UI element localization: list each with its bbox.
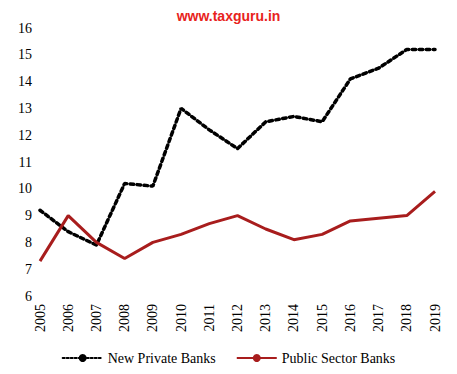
svg-text:2016: 2016 bbox=[343, 304, 358, 332]
svg-text:www.taxguru.in: www.taxguru.in bbox=[176, 8, 281, 24]
svg-text:2005: 2005 bbox=[33, 304, 48, 332]
svg-text:2019: 2019 bbox=[428, 304, 443, 332]
svg-text:8: 8 bbox=[25, 235, 32, 250]
svg-text:14: 14 bbox=[18, 74, 32, 89]
svg-text:2015: 2015 bbox=[315, 304, 330, 332]
svg-text:2014: 2014 bbox=[286, 304, 301, 332]
svg-text:2009: 2009 bbox=[145, 304, 160, 332]
svg-text:15: 15 bbox=[18, 47, 32, 62]
svg-text:2010: 2010 bbox=[174, 304, 189, 332]
svg-text:New Private Banks: New Private Banks bbox=[108, 351, 216, 366]
svg-text:10: 10 bbox=[18, 181, 32, 196]
svg-text:Public Sector Banks: Public Sector Banks bbox=[282, 351, 396, 366]
svg-text:2011: 2011 bbox=[202, 304, 217, 331]
svg-text:7: 7 bbox=[25, 262, 32, 277]
svg-text:13: 13 bbox=[18, 101, 32, 116]
svg-text:12: 12 bbox=[18, 128, 32, 143]
svg-text:2018: 2018 bbox=[399, 304, 414, 332]
svg-text:9: 9 bbox=[25, 208, 32, 223]
svg-text:2017: 2017 bbox=[371, 304, 386, 332]
svg-text:2006: 2006 bbox=[61, 304, 76, 332]
svg-text:2012: 2012 bbox=[230, 304, 245, 332]
svg-text:2007: 2007 bbox=[89, 304, 104, 332]
svg-text:2008: 2008 bbox=[117, 304, 132, 332]
svg-text:2013: 2013 bbox=[258, 304, 273, 332]
svg-text:16: 16 bbox=[18, 21, 32, 36]
svg-text:6: 6 bbox=[25, 289, 32, 304]
svg-text:11: 11 bbox=[19, 155, 32, 170]
